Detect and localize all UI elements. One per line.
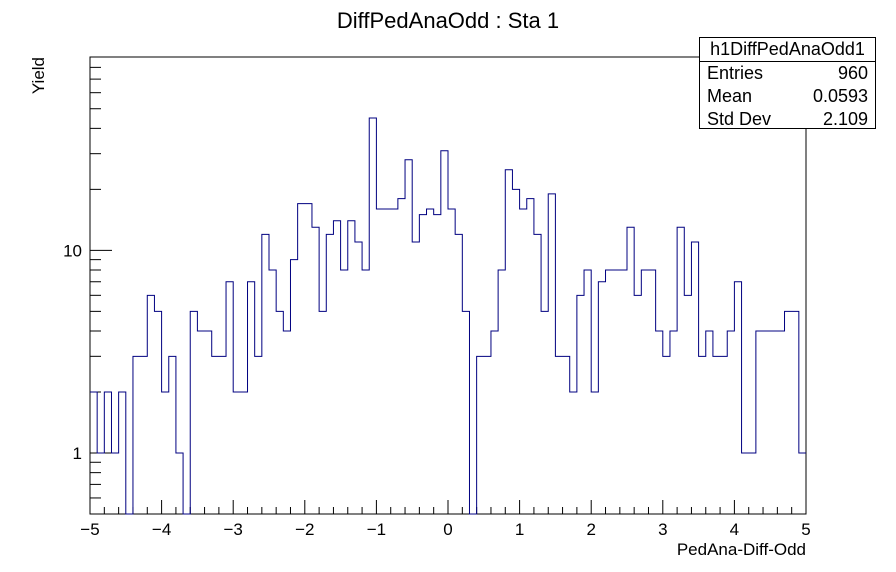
x-tick-label: 5 <box>801 520 810 539</box>
x-axis-tick-labels: −5 −4 −3 −2 −1 0 1 2 3 4 5 <box>80 520 810 539</box>
stats-row-entries: Entries 960 <box>700 62 875 85</box>
stats-entries-label: Entries <box>707 63 764 83</box>
x-tick-label: 1 <box>515 520 524 539</box>
histogram-series-line <box>90 117 806 515</box>
x-tick-label: 4 <box>730 520 739 539</box>
stats-stddev-label: Std Dev <box>707 109 772 129</box>
stats-entries-value: 960 <box>837 63 868 83</box>
x-tick-label: −5 <box>80 520 99 539</box>
y-tick-label: 10 <box>63 241 82 260</box>
x-tick-label: −1 <box>367 520 386 539</box>
y-tick-label: 1 <box>73 444 82 463</box>
stats-histogram-name: h1DiffPedAnaOdd1 <box>700 38 875 62</box>
x-tick-label: −4 <box>152 520 171 539</box>
x-tick-label: 3 <box>658 520 667 539</box>
y-axis-ticks <box>90 56 112 515</box>
stats-legend-box: h1DiffPedAnaOdd1 Entries 960 Mean 0.0593… <box>699 37 876 129</box>
y-axis-tick-labels: 1 10 <box>63 241 82 463</box>
x-tick-label: −2 <box>295 520 314 539</box>
x-tick-label: 2 <box>586 520 595 539</box>
stats-mean-value: 0.0593 <box>812 86 868 106</box>
chart-title: DiffPedAnaOdd : Sta 1 <box>337 8 559 33</box>
x-tick-label: −3 <box>224 520 243 539</box>
x-axis-ticks <box>89 500 807 514</box>
x-tick-label: 0 <box>443 520 452 539</box>
stats-row-stddev: Std Dev 2.109 <box>700 108 875 131</box>
stats-mean-label: Mean <box>707 86 753 106</box>
x-axis-label: PedAna-Diff-Odd <box>677 540 806 559</box>
stats-stddev-value: 2.109 <box>822 109 868 129</box>
stats-row-mean: Mean 0.0593 <box>700 85 875 108</box>
y-axis-label: Yield <box>29 57 48 94</box>
